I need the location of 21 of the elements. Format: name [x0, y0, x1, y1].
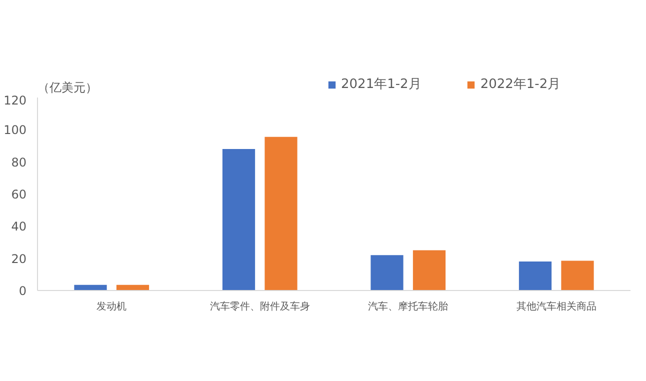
legend-label: 2021年1-2月	[341, 76, 422, 93]
y-tick-label: 20	[11, 252, 27, 266]
bar	[370, 255, 404, 290]
y-tick-label: 40	[11, 220, 27, 234]
bar	[74, 284, 107, 290]
y-tick-label: 60	[11, 188, 27, 202]
y-tick-label: 80	[11, 155, 27, 170]
legend-label: 2022年1-2月	[480, 76, 561, 93]
y-tick-label: 0	[18, 284, 27, 298]
bar	[412, 250, 446, 290]
x-tick-label: 其他汽车相关商品	[516, 300, 596, 312]
x-tick-label: 汽车零件、附件及车身	[210, 300, 310, 312]
y-axis-title: （亿美元）	[38, 80, 98, 94]
bar	[518, 262, 552, 290]
y-tick-label: 120	[4, 94, 26, 108]
bar	[264, 136, 298, 290]
bar	[222, 148, 256, 290]
bar	[561, 260, 594, 290]
x-tick-label: 汽车、摩托车轮胎	[368, 300, 448, 312]
x-tick-label: 发动机	[96, 300, 127, 312]
y-tick-label: 100	[4, 123, 26, 138]
